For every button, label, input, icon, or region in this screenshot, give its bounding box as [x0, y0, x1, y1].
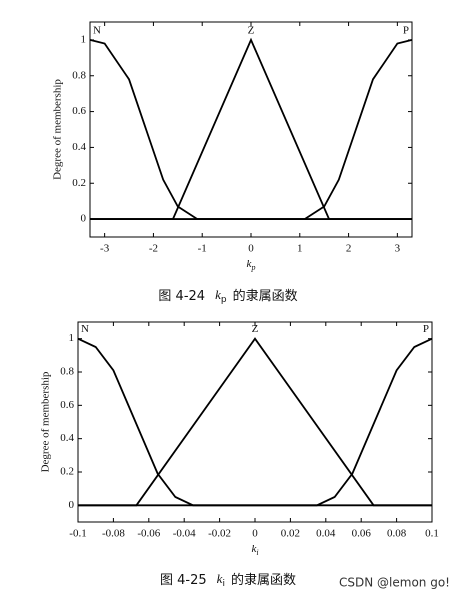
caption-subscript: i	[222, 579, 225, 589]
series-label: P	[403, 24, 409, 36]
x-axis-label-main: k	[251, 543, 257, 555]
caption-symbol: k	[217, 571, 223, 586]
caption-subscript: p	[221, 295, 227, 305]
plot-frame	[89, 21, 413, 238]
y-tick-label: 0.4	[72, 141, 86, 153]
y-tick-label: 0.4	[60, 432, 74, 444]
membership-curve	[77, 337, 432, 507]
x-tick-label: 0.02	[281, 528, 300, 540]
y-axis-label: Degree of membership	[52, 79, 64, 180]
series-label: N	[81, 323, 89, 335]
series-label: Z	[252, 323, 259, 335]
membership-curve	[90, 39, 413, 220]
membership-curve	[90, 37, 412, 220]
x-tick-label: -2	[149, 243, 158, 255]
x-tick-label: 0	[252, 528, 258, 540]
x-axis-label-sub: p	[250, 263, 255, 272]
caption-text: 的隶属函数	[233, 288, 298, 304]
x-tick-label: 1	[297, 243, 303, 255]
x-axis-label-main: k	[247, 258, 253, 270]
watermark: CSDN @lemon go!	[339, 576, 450, 590]
x-tick-label: 2	[346, 243, 352, 255]
y-tick-label: 0.2	[60, 466, 74, 478]
caption-symbol: k	[215, 287, 221, 302]
membership-curve	[89, 39, 412, 220]
membership-curve	[78, 337, 433, 507]
caption-number: 图 4-25	[160, 573, 207, 588]
y-tick-label: 0	[69, 499, 75, 511]
y-tick-label: 0	[81, 213, 87, 225]
x-tick-label: -0.04	[173, 528, 196, 540]
x-tick-label: -0.06	[137, 528, 160, 540]
plot-frame	[77, 321, 433, 523]
x-tick-label: 0.1	[425, 528, 439, 540]
y-tick-label: 0.8	[60, 366, 74, 378]
x-tick-label: -0.02	[208, 528, 231, 540]
x-axis-label-sub: i	[256, 548, 258, 557]
x-axis-label: kp	[247, 258, 256, 272]
y-tick-label: 0.6	[60, 399, 74, 411]
series-label: P	[423, 323, 429, 335]
x-tick-label: 0.06	[352, 528, 372, 540]
x-tick-label: -0.1	[69, 528, 86, 540]
x-tick-label: 3	[395, 243, 401, 255]
series-label: Z	[248, 24, 255, 36]
membership-curve	[78, 337, 432, 507]
x-tick-label: 0.04	[316, 528, 336, 540]
y-tick-label: 0.6	[72, 105, 86, 117]
y-tick-label: 1	[81, 33, 87, 45]
y-tick-label: 0.8	[72, 69, 86, 81]
x-tick-label: -0.08	[102, 528, 125, 540]
y-tick-label: 1	[69, 332, 75, 344]
x-tick-label: 0.08	[387, 528, 407, 540]
x-tick-label: 0	[248, 243, 254, 255]
series-label: N	[93, 24, 101, 36]
y-axis-label: Degree of membership	[40, 371, 52, 472]
caption-text: 的隶属函数	[231, 572, 296, 588]
caption: 图 4-25 ki 的隶属函数	[160, 571, 296, 589]
x-axis-label: ki	[251, 543, 258, 557]
x-tick-label: -3	[100, 243, 110, 255]
y-tick-label: 0.2	[72, 177, 86, 189]
x-tick-label: -1	[198, 243, 207, 255]
caption-number: 图 4-24	[158, 289, 205, 304]
caption: 图 4-24 kp 的隶属函数	[158, 287, 297, 305]
